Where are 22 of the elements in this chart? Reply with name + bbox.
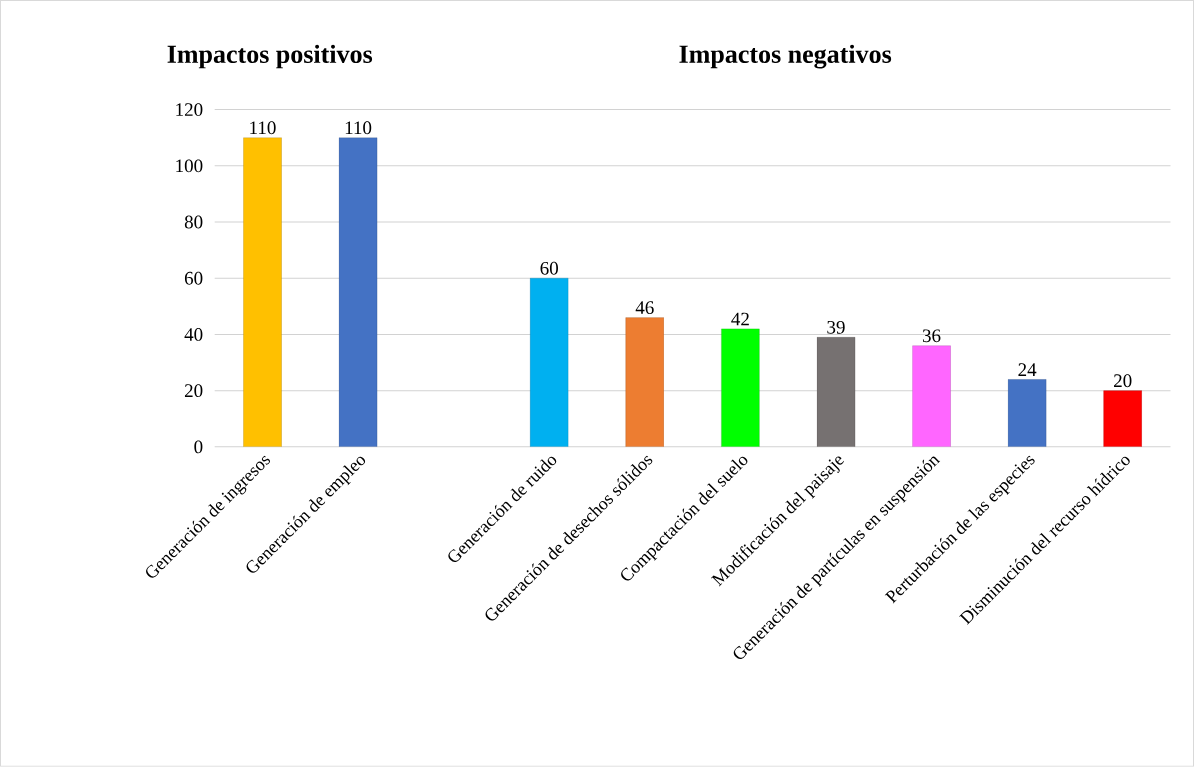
y-tick-label: 40 — [184, 328, 203, 342]
bar — [530, 278, 569, 448]
bar — [1103, 390, 1142, 448]
data-label: 60 — [540, 262, 558, 275]
y-tick-label: 120 — [176, 103, 203, 117]
data-label: 24 — [1018, 363, 1037, 377]
data-label: 39 — [827, 321, 845, 334]
y-tick-label: 60 — [184, 272, 203, 285]
bar — [816, 337, 856, 448]
y-tick-label: 100 — [176, 159, 203, 173]
text: Impactos negativos — [679, 44, 892, 69]
data-label: 36 — [922, 329, 941, 343]
bar — [1007, 379, 1047, 448]
y-tick-label: 80 — [184, 215, 203, 229]
y-tick-label: 20 — [184, 384, 203, 398]
data-label: 42 — [731, 312, 749, 326]
y-tick-label: 0 — [194, 440, 203, 454]
data-label: 110 — [345, 121, 372, 135]
text: Impactos positivos — [167, 44, 373, 69]
data-label: 110 — [250, 121, 276, 135]
data-label: 20 — [1114, 374, 1132, 388]
data-label: 46 — [635, 301, 654, 315]
